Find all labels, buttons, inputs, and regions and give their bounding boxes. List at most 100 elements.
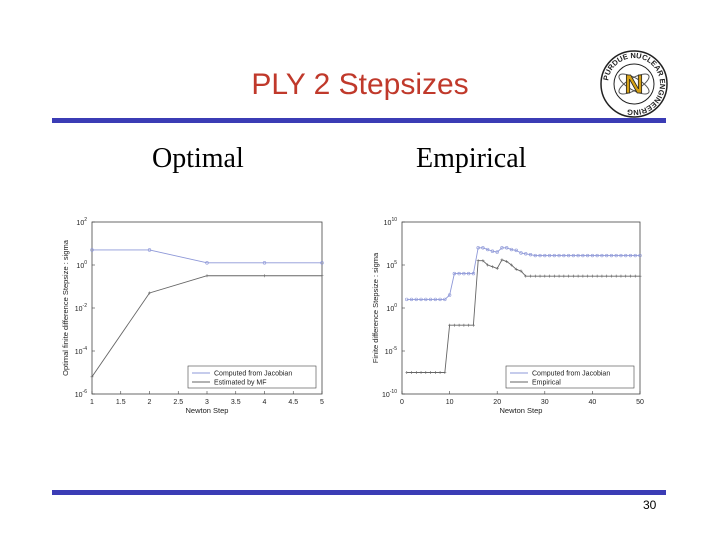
x-tick-label: 4 xyxy=(263,399,267,406)
plot-area xyxy=(401,221,641,395)
data-point xyxy=(538,253,542,258)
x-tick-label: 10 xyxy=(446,399,454,406)
data-point xyxy=(462,271,466,276)
data-point xyxy=(495,250,499,254)
data-point xyxy=(486,263,490,267)
x-tick-label: 5 xyxy=(320,399,324,406)
data-point xyxy=(609,253,614,258)
data-point xyxy=(419,371,423,374)
x-tick-label: 3.5 xyxy=(231,399,241,406)
y-tick-label: 10-5 xyxy=(385,346,397,356)
data-point xyxy=(557,253,561,258)
data-point xyxy=(424,297,428,302)
data-point xyxy=(529,274,533,278)
data-point xyxy=(619,274,623,278)
data-point xyxy=(481,259,485,263)
data-point xyxy=(571,274,575,278)
y-tick-label: 100 xyxy=(386,303,397,313)
data-point xyxy=(567,274,571,278)
data-point xyxy=(585,253,590,258)
data-point xyxy=(262,261,267,265)
y-tick-label: 10-10 xyxy=(382,389,397,399)
data-point xyxy=(595,253,599,258)
data-point xyxy=(628,274,632,278)
data-point xyxy=(509,263,513,267)
data-point xyxy=(147,248,152,252)
slide-title: PLY 2 Stepsizes xyxy=(251,68,469,101)
data-point xyxy=(490,249,495,253)
data-point xyxy=(90,248,94,252)
x-tick-label: 20 xyxy=(493,399,501,406)
data-point xyxy=(533,274,537,278)
data-point xyxy=(590,253,595,258)
data-point xyxy=(414,371,418,374)
data-point xyxy=(509,247,514,252)
data-point xyxy=(514,248,518,253)
purdue-nuclear-engineering-logo: PURDUE NUCLEAR ENGINEERING N xyxy=(600,50,668,118)
x-tick-label: 30 xyxy=(541,399,549,406)
data-point xyxy=(457,271,461,276)
data-point xyxy=(524,274,528,278)
data-point xyxy=(619,253,623,258)
data-point xyxy=(604,253,609,258)
data-point xyxy=(638,253,642,258)
data-point xyxy=(609,274,613,278)
data-point xyxy=(624,253,628,258)
top-divider xyxy=(52,118,666,123)
data-point xyxy=(543,274,547,278)
data-point xyxy=(495,266,499,270)
data-point xyxy=(405,371,409,374)
data-point xyxy=(500,246,504,250)
data-point xyxy=(505,260,509,264)
x-tick-label: 4.5 xyxy=(288,399,298,406)
legend-box xyxy=(505,365,635,389)
data-point xyxy=(552,274,556,278)
subtitle-empirical: Empirical xyxy=(416,143,527,174)
data-point xyxy=(476,246,480,250)
data-point xyxy=(628,253,633,258)
x-tick-label: 1 xyxy=(90,399,94,406)
data-point xyxy=(320,261,324,265)
subtitle-optimal: Optimal xyxy=(152,143,244,174)
legend-entry: Computed from Jacobian xyxy=(532,371,610,378)
data-point xyxy=(586,274,590,278)
y-axis-label: Optimal finite difference Stepsize : sig… xyxy=(61,239,70,376)
data-point xyxy=(600,253,604,258)
data-point xyxy=(438,297,442,302)
data-point xyxy=(614,274,618,278)
data-point xyxy=(581,274,585,278)
data-point xyxy=(500,258,504,262)
data-point xyxy=(405,297,409,302)
data-point xyxy=(514,267,518,271)
y-tick-label: 100 xyxy=(76,260,87,270)
x-axis-label: Newton Step xyxy=(186,406,229,415)
series-line-0 xyxy=(406,247,640,300)
data-point xyxy=(429,371,433,374)
data-point xyxy=(633,274,637,278)
logo-letter: N xyxy=(625,69,644,99)
data-point xyxy=(419,297,423,302)
x-tick-label: 2 xyxy=(148,399,152,406)
data-point xyxy=(148,291,151,295)
data-point xyxy=(471,271,476,276)
data-point xyxy=(90,375,94,379)
data-point xyxy=(452,323,456,327)
x-axis-label: Newton Step xyxy=(500,406,543,415)
data-point xyxy=(519,251,523,255)
data-point xyxy=(552,253,557,258)
data-point xyxy=(485,247,490,252)
x-tick-label: 1.5 xyxy=(116,399,126,406)
data-point xyxy=(557,274,561,278)
data-point xyxy=(471,323,475,327)
y-tick-label: 10-6 xyxy=(75,389,87,399)
data-point xyxy=(595,274,599,278)
data-point xyxy=(519,269,523,273)
x-tick-label: 40 xyxy=(589,399,597,406)
data-point xyxy=(533,253,537,258)
data-point xyxy=(476,259,480,263)
y-axis-label: Finite difference Stepsize : sigma xyxy=(371,252,380,363)
legend-entry: Empirical xyxy=(532,380,561,387)
y-tick-label: 105 xyxy=(386,260,397,270)
data-point xyxy=(462,323,466,327)
data-point xyxy=(614,253,618,258)
